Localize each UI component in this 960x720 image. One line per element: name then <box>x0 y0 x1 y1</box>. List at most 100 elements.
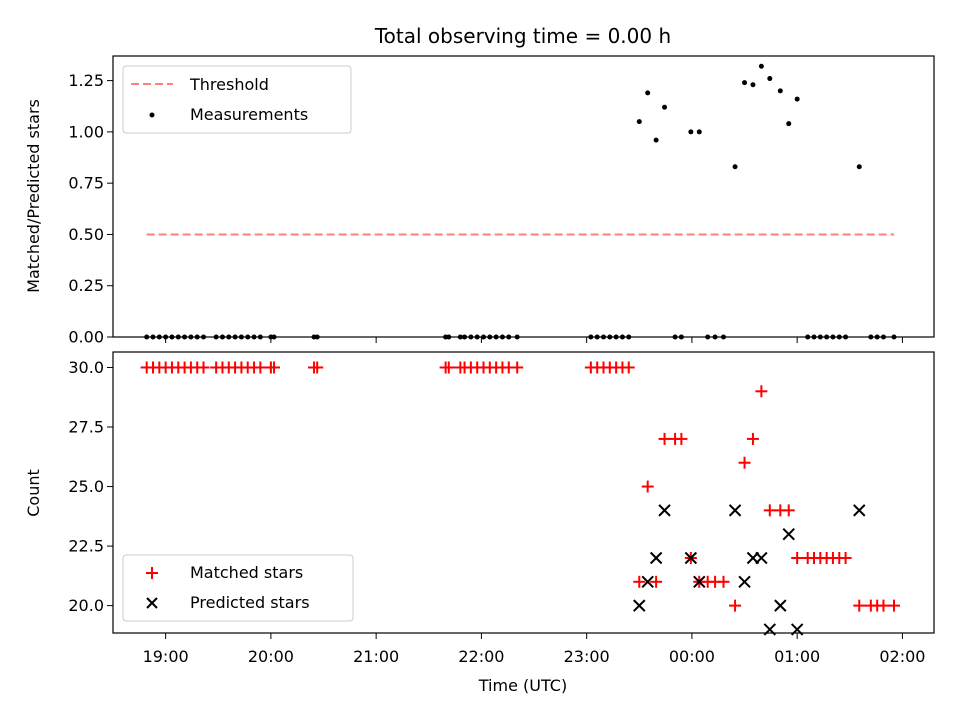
top-y-tick-label: 1.00 <box>68 122 104 141</box>
matched-star-point <box>888 599 901 612</box>
predicted-star-point <box>755 551 768 565</box>
matched-star-point <box>254 361 267 374</box>
measurement-point <box>786 121 792 127</box>
x-tick-label: 01:00 <box>774 647 820 666</box>
measurement-point <box>777 88 783 94</box>
top-axes-frame <box>112 55 935 338</box>
top-y-tick-label: 0.25 <box>68 276 104 295</box>
x-tick-label: 22:00 <box>458 647 504 666</box>
top-panel: Matched/Predicted stars 0.00 0.25 0.50 0.75… <box>24 55 935 347</box>
x-tick-label: 23:00 <box>564 647 610 666</box>
bottom-y-tick-label: 30.0 <box>68 358 104 377</box>
bottom-panel: Count 20.0 22.5 25.0 27.5 30.0 19:00 20:00 21:0… <box>24 351 935 666</box>
matched-star-point <box>853 599 866 612</box>
bottom-y-axis-label: Count <box>24 469 43 517</box>
x-tick-label: 00:00 <box>669 647 715 666</box>
predicted-star-mark-b <box>782 527 795 541</box>
matched-star-point <box>729 599 742 612</box>
bottom-y-tick-label: 20.0 <box>68 596 104 615</box>
predicted-stars-legend-swatch <box>146 597 158 609</box>
matched-star-point <box>311 361 324 374</box>
measurement-point <box>732 164 738 170</box>
matched-star-point <box>746 432 759 445</box>
measurement-point <box>645 90 651 96</box>
top-y-tick-label: 0.00 <box>68 328 104 347</box>
predicted-star-point <box>738 575 751 589</box>
predicted-star-point <box>782 527 795 541</box>
matched-star-point <box>633 575 646 588</box>
measurement-point <box>767 76 773 82</box>
predicted-star-point <box>649 551 663 565</box>
x-axis-label: Time (UTC) <box>478 676 567 695</box>
predicted-star-point <box>633 599 646 612</box>
measurement-point <box>636 119 642 125</box>
measurement-point <box>758 63 764 69</box>
bottom-legend-box <box>122 554 354 622</box>
matched-star-point <box>622 361 635 374</box>
measurement-point <box>856 164 862 170</box>
bottom-y-tick-label: 22.5 <box>68 537 104 556</box>
top-y-axis-label: Matched/Predicted stars <box>24 99 43 293</box>
matched-stars-legend-label: Matched stars <box>190 563 303 582</box>
top-y-tick-label: 0.75 <box>68 174 104 193</box>
bottom-y-tick-label: 25.0 <box>68 477 104 496</box>
predicted-star-mark-b <box>853 504 866 517</box>
measurement-point <box>750 82 756 88</box>
predicted-star-point <box>641 575 654 589</box>
predicted-stars-legend-label: Predicted stars <box>190 593 310 612</box>
predicted-star-point <box>693 575 706 589</box>
predicted-star-mark-b <box>738 575 751 589</box>
matched-star-point <box>877 599 890 612</box>
matched-star-point <box>650 575 663 588</box>
matched-star-point <box>658 432 671 445</box>
predicted-star-mark-b <box>774 599 787 612</box>
predicted-star-point <box>853 504 866 517</box>
predicted-star-mark-b <box>658 504 671 517</box>
x-tick-label: 21:00 <box>353 647 399 666</box>
bottom-y-tick-label: 27.5 <box>68 418 104 437</box>
predicted-star-point <box>728 504 742 517</box>
predicted-star-mark-b <box>755 551 768 565</box>
measurement-point <box>696 129 702 135</box>
chart-title: Total observing time = 0.00 h <box>374 24 671 48</box>
matched-star-point <box>782 504 795 517</box>
matched-stars-legend-swatch <box>146 567 158 579</box>
measurement-point <box>688 129 694 135</box>
x-tick-label: 02:00 <box>879 647 925 666</box>
measurement-point <box>794 96 800 102</box>
matched-star-point <box>791 551 804 564</box>
top-legend-box <box>122 65 352 134</box>
predicted-star-point <box>658 504 671 517</box>
predicted-star-mark-b <box>684 551 698 565</box>
predicted-star-point <box>684 551 698 565</box>
measurements-legend-label: Measurements <box>190 105 308 124</box>
measurement-point <box>662 104 668 110</box>
predicted-star-point <box>774 599 787 612</box>
measurements-legend-swatch <box>149 112 155 118</box>
top-legend: Threshold Measurements <box>122 65 352 134</box>
matched-star-point <box>738 456 751 469</box>
matched-star-point <box>197 361 210 374</box>
predicted-star-mark-b <box>649 551 663 565</box>
bottom-axes-frame <box>112 351 935 634</box>
matched-star-point <box>839 551 852 564</box>
threshold-legend-label: Threshold <box>189 75 269 94</box>
matched-star-point <box>675 432 688 445</box>
predicted-star-mark-b <box>693 575 706 589</box>
bottom-legend: Matched stars Predicted stars <box>122 554 354 622</box>
measurement-point <box>653 137 659 143</box>
measurement-point <box>742 80 748 86</box>
predicted-star-mark-b <box>641 575 654 589</box>
top-y-tick-label: 1.25 <box>68 71 104 90</box>
top-y-tick-label: 0.50 <box>68 225 104 244</box>
predicted-star-mark-b <box>728 504 742 517</box>
x-tick-label: 19:00 <box>143 647 189 666</box>
matched-star-point <box>755 385 768 398</box>
matched-star-point <box>511 361 524 374</box>
matched-star-point <box>717 575 730 588</box>
matched-star-point <box>641 480 654 493</box>
predicted-star-mark-b <box>633 599 646 612</box>
matched-star-point <box>763 504 776 517</box>
x-tick-label: 20:00 <box>248 647 294 666</box>
